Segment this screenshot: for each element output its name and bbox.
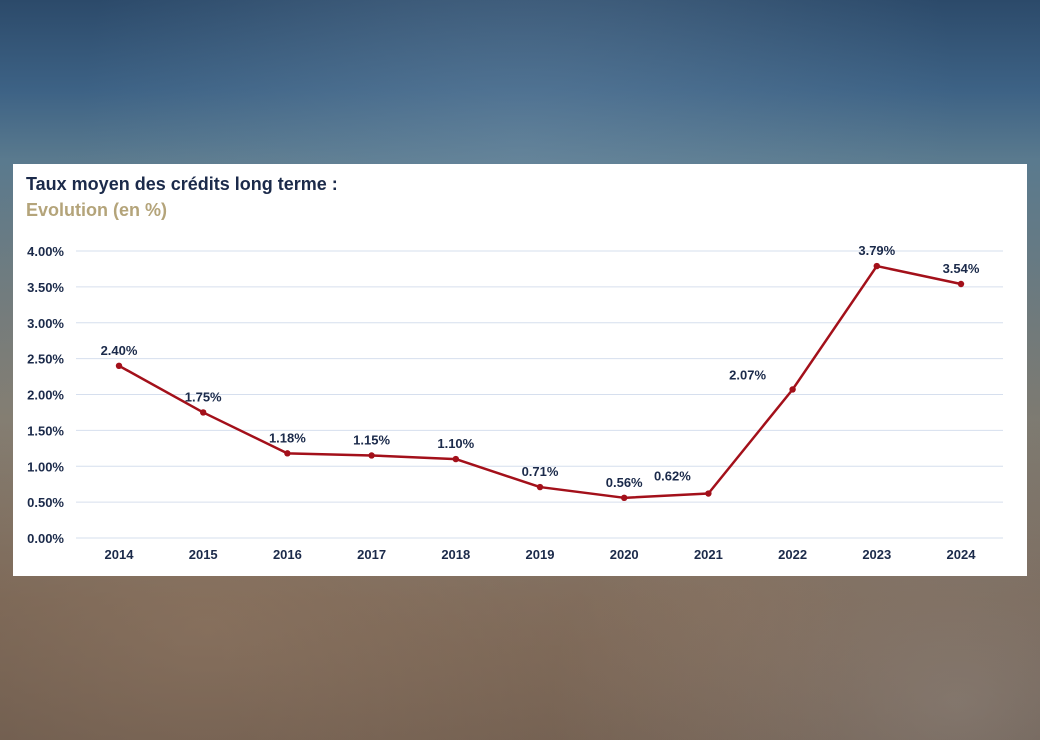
- x-tick-label: 2022: [778, 547, 807, 562]
- y-tick-label: 1.00%: [27, 459, 64, 474]
- chart-title: Taux moyen des crédits long terme :: [26, 174, 338, 194]
- data-point: [873, 262, 880, 270]
- data-label: 3.54%: [943, 261, 980, 276]
- y-tick-label: 3.00%: [27, 316, 64, 331]
- data-points: [115, 262, 965, 502]
- data-label: 0.62%: [654, 469, 691, 484]
- data-point: [705, 490, 712, 497]
- x-tick-label: 2023: [862, 547, 891, 562]
- series-line: [118, 264, 962, 500]
- x-tick-label: 2021: [694, 547, 723, 562]
- data-point: [957, 280, 965, 288]
- data-label: 3.79%: [858, 243, 895, 258]
- data-label: 1.75%: [185, 389, 222, 404]
- y-tick-label: 2.00%: [27, 388, 64, 403]
- y-tick-label: 3.50%: [27, 280, 64, 295]
- x-tick-label: 2016: [273, 547, 302, 562]
- x-tick-label: 2019: [526, 547, 555, 562]
- data-labels: 2.40% 1.75% 1.18% 1.15% 1.10% 0.71% 0.56% 0.62%…: [101, 243, 980, 490]
- data-point: [452, 455, 459, 463]
- data-label: 1.15%: [353, 432, 390, 447]
- x-tick-label: 2014: [105, 547, 135, 562]
- y-tick-label: 1.50%: [27, 423, 64, 438]
- y-tick-label: 0.50%: [27, 495, 64, 510]
- series-path: [118, 264, 962, 500]
- x-tick-label: 2024: [947, 547, 977, 562]
- y-tick-label: 2.50%: [27, 352, 64, 367]
- data-point: [621, 494, 628, 502]
- data-label: 2.07%: [729, 367, 766, 382]
- y-tick-label: 0.00%: [27, 531, 64, 546]
- x-axis: 2014 2015 2016 2017 2018 2019 2020 2021 2022 2023…: [105, 547, 977, 562]
- chart-card: Taux moyen des crédits long terme : Evol…: [13, 164, 1027, 576]
- data-point: [115, 362, 123, 369]
- x-tick-label: 2020: [610, 547, 639, 562]
- data-label: 1.10%: [437, 436, 474, 451]
- x-tick-label: 2017: [357, 547, 386, 562]
- y-tick-label: 4.00%: [27, 244, 64, 259]
- data-label: 2.40%: [101, 343, 138, 358]
- gridlines: [76, 250, 1003, 539]
- x-tick-label: 2015: [189, 547, 218, 562]
- data-point: [284, 450, 291, 457]
- data-label: 1.18%: [269, 430, 306, 445]
- data-point: [368, 452, 375, 459]
- x-tick-label: 2018: [441, 547, 470, 562]
- y-axis: 0.00% 0.50% 1.00% 1.50% 2.00% 2.50% 3.00% 3.50%…: [27, 244, 64, 546]
- data-point: [536, 483, 544, 491]
- line-chart: 0.00% 0.50% 1.00% 1.50% 2.00% 2.50% 3.00% 3.50%…: [27, 243, 1003, 562]
- data-label: 0.71%: [522, 464, 559, 479]
- data-label: 0.56%: [606, 475, 643, 490]
- data-point: [789, 386, 796, 393]
- data-point: [200, 409, 207, 416]
- chart-subtitle: Evolution (en %): [26, 200, 167, 220]
